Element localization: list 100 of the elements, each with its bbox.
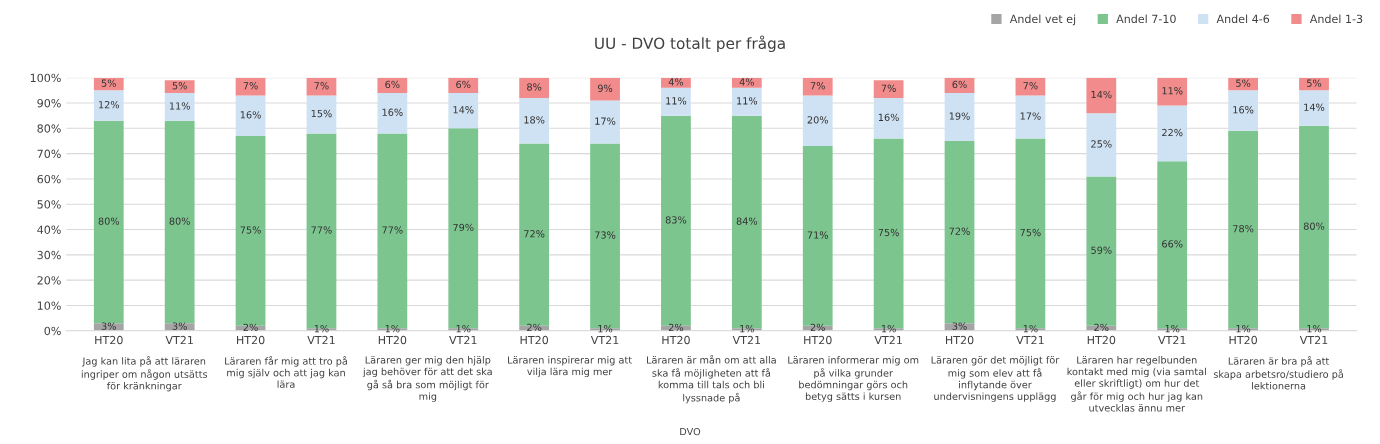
bar bbox=[377, 92, 408, 134]
text: Läraren inspirerar mig att vilja lära mig mer bbox=[508, 356, 632, 378]
bar bbox=[873, 97, 904, 139]
bar bbox=[1157, 77, 1188, 106]
data-label: 2% bbox=[243, 323, 258, 332]
y-tick-label: 30% bbox=[37, 250, 61, 260]
y-tick-label: 100% bbox=[30, 73, 61, 83]
bar bbox=[93, 90, 124, 121]
bar bbox=[448, 77, 479, 93]
bar bbox=[1086, 113, 1117, 177]
text: Läraren ger mig den hjälp jag behöver för att det ska gå så bra som möjligt för mig bbox=[362, 356, 492, 402]
data-label: 1% bbox=[1236, 324, 1251, 333]
y-tick-label: 20% bbox=[37, 276, 61, 285]
text: Läraren informerar mig om på vilka grunder bedömningar görs och betyg sätts i kursen bbox=[788, 356, 919, 402]
data-label: 1% bbox=[385, 324, 400, 333]
legend-label: Andel 7-10 bbox=[1116, 14, 1176, 24]
data-label: 14% bbox=[1091, 90, 1112, 99]
data-label: 18% bbox=[524, 116, 545, 124]
data-label: 3% bbox=[172, 322, 187, 330]
data-label: 80% bbox=[169, 217, 190, 225]
x-tick-label: VT21 bbox=[874, 335, 902, 345]
data-label: 12% bbox=[99, 101, 120, 109]
bar bbox=[306, 95, 337, 134]
bar bbox=[802, 95, 833, 147]
data-label: 75% bbox=[1020, 228, 1041, 237]
data-label: 7% bbox=[1023, 82, 1038, 90]
data-label: 2% bbox=[810, 323, 825, 332]
x-tick-label: VT21 bbox=[449, 335, 477, 345]
data-label: 6% bbox=[385, 80, 400, 89]
bar bbox=[1015, 95, 1046, 139]
x-tick-label: HT20 bbox=[662, 335, 690, 345]
data-label: 1% bbox=[456, 324, 471, 333]
x-tick-label: HT20 bbox=[945, 335, 974, 345]
data-label: 5% bbox=[101, 79, 116, 87]
data-label: 14% bbox=[453, 106, 474, 114]
data-label: 80% bbox=[1303, 222, 1325, 230]
data-label: 3% bbox=[952, 322, 967, 330]
y-tick-label: 40% bbox=[37, 225, 61, 234]
data-label: 1% bbox=[881, 324, 896, 333]
bar bbox=[164, 92, 195, 121]
data-label: 16% bbox=[240, 111, 261, 119]
data-label: 79% bbox=[453, 223, 474, 232]
data-label: 16% bbox=[382, 108, 403, 116]
data-label: 22% bbox=[1162, 128, 1183, 137]
data-label: 5% bbox=[172, 82, 187, 90]
text: Läraren gör det möjligt för mig som elev att få inflytande över undervisningens upplägg bbox=[931, 356, 1060, 402]
x-tick-label: VT21 bbox=[1158, 335, 1186, 345]
y-tick-label: 70% bbox=[37, 149, 61, 158]
x-tick-label: HT20 bbox=[804, 335, 832, 345]
y-tick-label: 10% bbox=[37, 301, 61, 310]
x-tick-label: VT21 bbox=[1299, 335, 1328, 345]
data-label: 11% bbox=[666, 97, 687, 105]
x-tick-label: HT20 bbox=[520, 335, 549, 345]
bar bbox=[944, 140, 975, 324]
text: Läraren är mån om att alla ska få möjligheten att få komma till tals och bli lyssnade på bbox=[647, 354, 776, 404]
data-label: 83% bbox=[665, 216, 687, 224]
y-tick-label: 0% bbox=[44, 326, 61, 336]
data-label: 20% bbox=[807, 116, 828, 124]
legend-label: Andel 1-3 bbox=[1309, 14, 1363, 24]
data-label: 1% bbox=[1307, 324, 1322, 333]
data-label: 17% bbox=[595, 117, 616, 125]
data-label: 77% bbox=[382, 226, 403, 234]
data-label: 4% bbox=[739, 78, 755, 86]
data-label: 1% bbox=[598, 324, 613, 333]
bar bbox=[448, 92, 479, 129]
data-label: 11% bbox=[1162, 87, 1183, 95]
data-label: 75% bbox=[240, 226, 261, 234]
data-label: 5% bbox=[1307, 79, 1322, 87]
x-tick-label: VT21 bbox=[307, 335, 335, 345]
x-tick-label: VT21 bbox=[590, 335, 619, 345]
bar bbox=[519, 97, 550, 144]
text: Jag kan lita på att läraren ingriper om någon utsätts för kränkningar bbox=[81, 356, 208, 392]
data-label: 59% bbox=[1091, 246, 1112, 254]
bar bbox=[661, 87, 691, 116]
legend-label: Andel vet ej bbox=[1009, 14, 1076, 26]
bar bbox=[873, 80, 904, 98]
data-label: 4% bbox=[668, 78, 684, 86]
data-label: 7% bbox=[314, 82, 329, 90]
y-tick-label: 80% bbox=[37, 124, 61, 133]
data-label: 16% bbox=[1233, 106, 1254, 114]
data-label: 7% bbox=[243, 82, 258, 90]
data-label: 1% bbox=[1023, 324, 1038, 333]
data-label: 9% bbox=[597, 84, 613, 92]
data-label: 14% bbox=[1304, 103, 1325, 111]
y-tick-label: 90% bbox=[37, 98, 61, 108]
bar bbox=[519, 77, 550, 98]
bar bbox=[1086, 77, 1117, 114]
text: Läraren får mig att tro på mig själv och att jag kan lära bbox=[225, 356, 347, 389]
bar bbox=[1299, 90, 1329, 126]
x-tick-label: HT20 bbox=[378, 335, 407, 345]
data-label: 16% bbox=[878, 113, 899, 122]
data-label: 72% bbox=[949, 227, 970, 235]
bar bbox=[235, 95, 266, 136]
data-label: 6% bbox=[952, 80, 967, 89]
x-tick-label: VT21 bbox=[1016, 335, 1044, 345]
data-label: 2% bbox=[527, 323, 542, 332]
data-label: 72% bbox=[524, 230, 545, 238]
data-label: 17% bbox=[1020, 112, 1041, 120]
data-label: 2% bbox=[1094, 323, 1109, 332]
data-label: 5% bbox=[1236, 79, 1251, 87]
